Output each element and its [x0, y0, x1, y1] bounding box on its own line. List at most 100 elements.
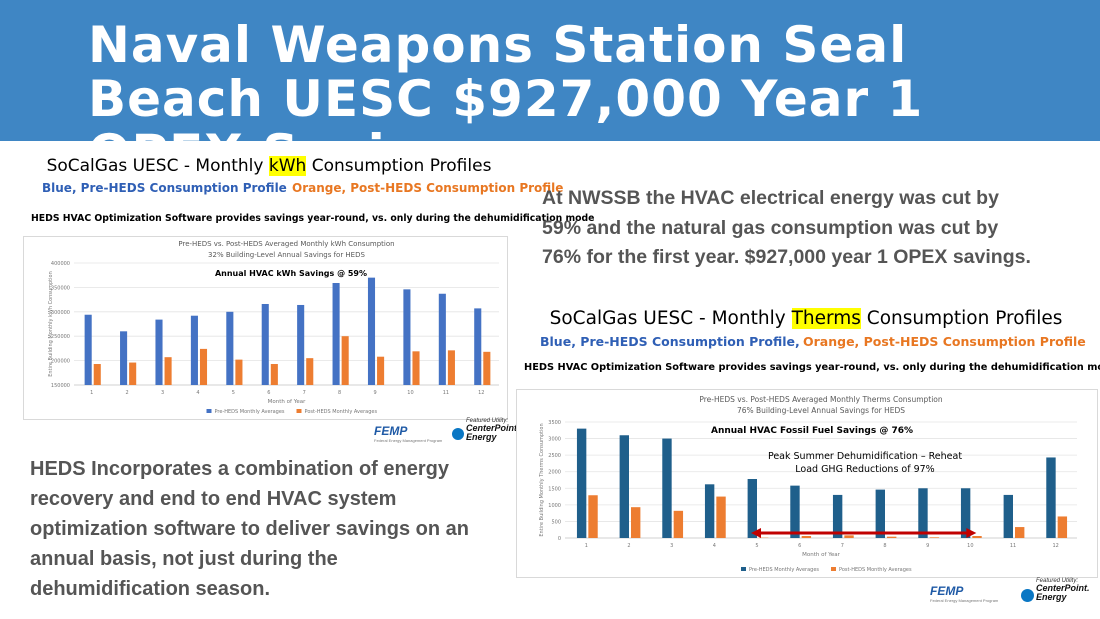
bar-pre-heds	[662, 438, 672, 538]
y-axis-label: Entire Building Monthly kWh Consumption	[48, 271, 54, 376]
kwh-orange-label: Orange, Post-HEDS Consumption Profile	[292, 181, 564, 195]
legend-swatch-pre	[741, 567, 746, 571]
bar-pre-heds	[576, 428, 587, 538]
bar-pre-heds	[120, 331, 128, 385]
x-tick-label: 5	[232, 390, 235, 396]
legend-swatch-post	[296, 409, 302, 413]
bar-pre-heds	[918, 488, 928, 538]
therms-title-highlight: Therms	[791, 308, 861, 329]
y-tick-label: 500	[551, 519, 561, 525]
y-tick-label: 200000	[51, 359, 70, 365]
x-tick-label: 2	[627, 543, 630, 549]
x-tick-label: 9	[926, 543, 929, 549]
x-tick-label: 12	[478, 390, 484, 396]
bar-post-heds	[972, 536, 982, 538]
bar-pre-heds	[332, 283, 340, 385]
bar-post-heds	[199, 348, 208, 385]
x-axis-label: Month of Year	[802, 552, 840, 558]
bar-pre-heds	[261, 303, 269, 385]
bar-post-heds	[164, 357, 172, 385]
y-tick-label: 400000	[51, 261, 70, 267]
bar-pre-heds	[438, 293, 446, 385]
summary-text: At NWSSB the HVAC electrical energy was …	[542, 187, 1031, 268]
y-tick-label: 1000	[548, 503, 561, 509]
x-tick-label: 10	[407, 390, 413, 396]
bar-pre-heds	[875, 489, 885, 538]
legend-label-pre: Pre-HEDS Monthly Averages	[749, 567, 819, 573]
title-banner: Naval Weapons Station Seal Beach UESC $9…	[0, 0, 1100, 141]
x-tick-label: 2	[126, 390, 129, 396]
bar-pre-heds	[403, 289, 411, 385]
chart-title: Pre-HEDS vs. Post-HEDS Averaged Monthly …	[699, 395, 943, 404]
x-tick-label: 4	[713, 543, 716, 549]
bar-pre-heds	[190, 315, 198, 385]
x-tick-label: 8	[883, 543, 886, 549]
y-tick-label: 300000	[51, 310, 70, 316]
x-tick-label: 1	[90, 390, 93, 396]
therms-panel-title: SoCalGas UESC - Monthly Therms Consumpti…	[526, 308, 1086, 329]
slide-title: Naval Weapons Station Seal Beach UESC $9…	[88, 16, 924, 141]
bar-post-heds	[483, 351, 491, 385]
x-tick-label: 6	[798, 543, 801, 549]
bar-post-heds	[673, 510, 684, 538]
arrow-head-right	[966, 528, 977, 538]
centerpoint-icon-1	[452, 428, 464, 440]
x-tick-label: 3	[161, 390, 164, 396]
bar-post-heds	[588, 495, 598, 538]
x-tick-label: 12	[1052, 543, 1058, 549]
chart-annotation-2: Peak Summer Dehumidification – Reheat	[768, 451, 962, 462]
therms-caption: HEDS HVAC Optimization Software provides…	[524, 362, 1100, 373]
legend-label-pre: Pre-HEDS Monthly Averages	[215, 409, 285, 415]
legend-swatch-pre	[206, 409, 212, 413]
x-tick-label: 11	[1010, 543, 1016, 549]
bar-post-heds	[929, 537, 940, 538]
x-tick-label: 4	[196, 390, 199, 396]
bar-post-heds	[1015, 527, 1025, 538]
x-tick-label: 7	[841, 543, 844, 549]
bar-post-heds	[129, 362, 137, 385]
bar-post-heds	[447, 350, 455, 385]
bar-pre-heds	[790, 485, 800, 538]
fempo-logo-1: FEMP Federal Energy Management Program	[374, 424, 443, 443]
bar-post-heds	[377, 356, 385, 385]
x-tick-label: 1	[585, 543, 588, 549]
bar-post-heds	[235, 359, 243, 385]
bar-post-heds	[1057, 516, 1068, 538]
bar-pre-heds	[832, 494, 843, 538]
bar-post-heds	[412, 351, 420, 385]
y-axis-label: Entire Building Monthly Therms Consumpti…	[539, 423, 545, 536]
y-tick-label: 150000	[51, 383, 70, 389]
x-tick-label: 11	[443, 390, 449, 396]
heds-description: HEDS Incorporates a combination of energ…	[30, 458, 469, 600]
x-tick-label: 9	[373, 390, 376, 396]
y-tick-label: 1500	[548, 486, 561, 492]
kwh-caption: HEDS HVAC Optimization Software provides…	[31, 213, 595, 224]
legend-swatch-post	[831, 567, 836, 571]
legend-label-post: Post-HEDS Monthly Averages	[839, 567, 912, 573]
bar-pre-heds	[297, 304, 305, 385]
kwh-title-pre: SoCalGas UESC - Monthly	[46, 156, 269, 176]
bar-post-heds	[801, 536, 812, 538]
y-tick-label: 350000	[51, 285, 70, 291]
centerpoint-icon-2	[1021, 589, 1034, 602]
bar-pre-heds	[155, 319, 163, 385]
bar-post-heds	[887, 536, 897, 538]
centerpoint-logo-1: Featured Utility: CenterPoint. Energy	[466, 418, 520, 442]
kwh-blue-label: Blue, Pre-HEDS Consumption Profile	[42, 181, 287, 195]
centerpoint-logo-2: Featured Utility: CenterPoint. Energy	[1036, 578, 1090, 602]
kwh-chart-svg: Pre-HEDS vs. Post-HEDS Averaged Monthly …	[48, 240, 499, 415]
bar-pre-heds	[84, 314, 92, 385]
bar-pre-heds	[704, 484, 715, 538]
bar-post-heds	[306, 358, 314, 385]
chart-annotation: Annual HVAC kWh Savings @ 59%	[215, 269, 367, 278]
x-tick-label: 5	[755, 543, 758, 549]
kwh-title-post: Consumption Profiles	[306, 156, 492, 176]
arrow-head-left	[751, 528, 761, 538]
chart-title: Pre-HEDS vs. Post-HEDS Averaged Monthly …	[178, 240, 394, 248]
x-tick-label: 6	[267, 390, 270, 396]
kwh-title-highlight: kWh	[268, 156, 307, 176]
bar-pre-heds	[747, 479, 757, 538]
bar-pre-heds	[619, 435, 629, 538]
bar-post-heds	[341, 336, 349, 385]
bar-post-heds	[270, 364, 278, 385]
